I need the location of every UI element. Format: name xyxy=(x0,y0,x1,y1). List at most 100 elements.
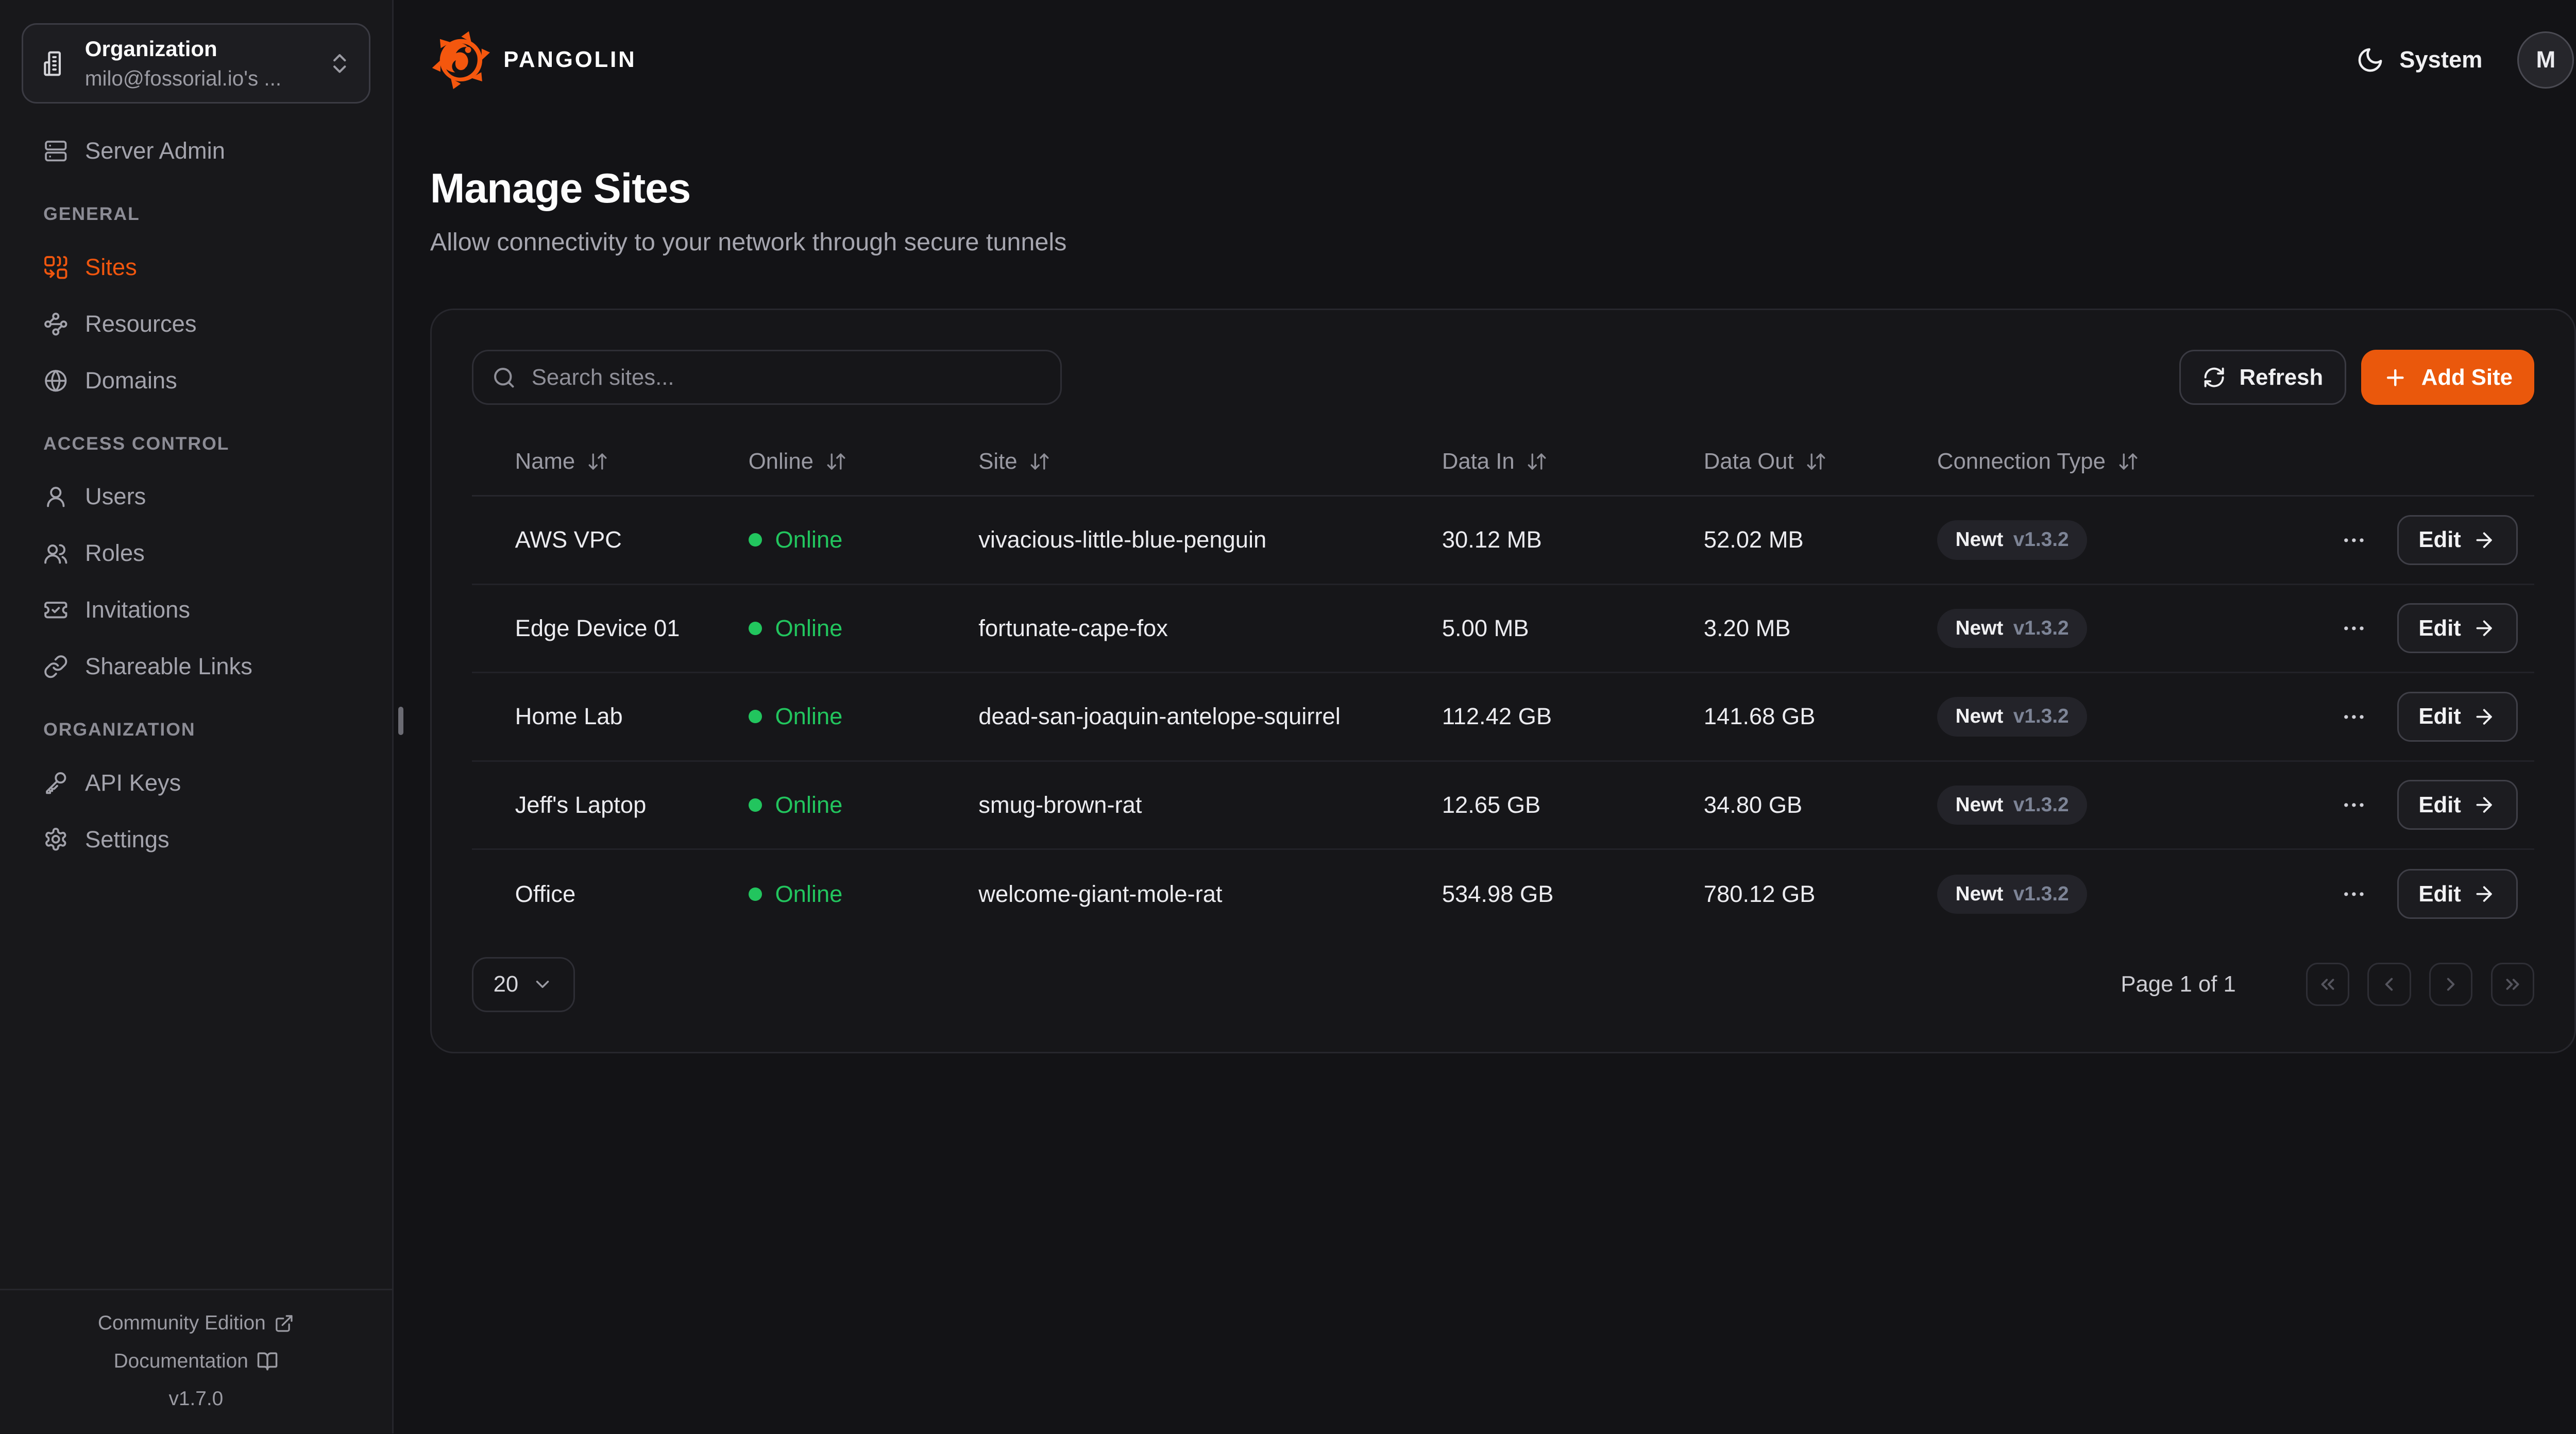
data-out-cell: 34.80 GB xyxy=(1703,791,1803,818)
sidebar-item-label: Settings xyxy=(85,826,170,852)
topbar: PANGOLIN System M xyxy=(394,0,2576,120)
last-page-button[interactable] xyxy=(2490,963,2534,1006)
table-row: Edge Device 01 Online fortunate-cape-fox… xyxy=(471,585,2534,674)
row-menu-button[interactable] xyxy=(2341,792,2367,818)
moon-icon xyxy=(2358,48,2382,72)
status-badge: Online xyxy=(748,526,979,553)
page-size-select[interactable]: 20 xyxy=(471,957,575,1012)
site-id-cell: dead-san-joaquin-antelope-squirrel xyxy=(978,703,1341,730)
section-label-access-control: ACCESS CONTROL xyxy=(43,433,230,454)
link-icon xyxy=(44,655,67,678)
row-menu-button[interactable] xyxy=(2341,704,2367,730)
sort-icon xyxy=(1807,453,1825,470)
sidebar-item-label: Invitations xyxy=(85,596,190,623)
site-name-cell: Edge Device 01 xyxy=(515,614,680,641)
ellipsis-icon xyxy=(2344,714,2364,719)
row-menu-button[interactable] xyxy=(2341,615,2367,642)
sites-table: Name Online Site Data In Data Out Connec… xyxy=(471,429,2534,938)
sidebar-item-api-keys[interactable]: API Keys xyxy=(20,762,372,804)
sidebar-item-server-admin[interactable]: Server Admin xyxy=(20,130,372,172)
page-subtitle: Allow connectivity to your network throu… xyxy=(430,228,1067,257)
edit-button[interactable]: Edit xyxy=(2397,515,2518,565)
sidebar-item-label: Resources xyxy=(85,310,197,337)
sidebar-footer: Community Edition Documentation v1.7.0 xyxy=(0,1289,392,1433)
status-badge: Online xyxy=(748,792,979,818)
sidebar-item-sites[interactable]: Sites xyxy=(20,246,372,288)
edit-button[interactable]: Edit xyxy=(2397,869,2518,919)
chevrons-left-icon xyxy=(2321,979,2334,990)
card-toolbar: Refresh Add Site xyxy=(471,350,2534,405)
edit-button[interactable]: Edit xyxy=(2397,603,2518,654)
table-row: Jeff's Laptop Online smug-brown-rat 12.6… xyxy=(471,762,2534,850)
data-in-cell: 12.65 GB xyxy=(1442,791,1541,818)
row-menu-button[interactable] xyxy=(2341,881,2367,908)
site-id-cell: vivacious-little-blue-penguin xyxy=(978,526,1267,553)
sites-card: Refresh Add Site Name Online Site Data I… xyxy=(430,308,2576,1054)
brand-logo[interactable]: PANGOLIN xyxy=(430,29,637,91)
brand-name: PANGOLIN xyxy=(503,47,637,73)
site-id-cell: smug-brown-rat xyxy=(978,791,1142,818)
column-header-site[interactable]: Site xyxy=(978,449,1442,474)
add-site-button[interactable]: Add Site xyxy=(2361,350,2534,405)
avatar[interactable]: M xyxy=(2517,31,2574,89)
sidebar-item-invitations[interactable]: Invitations xyxy=(20,589,372,631)
sidebar: Organization milo@fossorial.io's ... Ser… xyxy=(0,0,394,1433)
theme-toggle[interactable]: System xyxy=(2356,46,2482,74)
site-id-cell: fortunate-cape-fox xyxy=(978,614,1168,641)
ellipsis-icon xyxy=(2344,626,2364,630)
table-row: Office Online welcome-giant-mole-rat 534… xyxy=(472,850,2534,938)
sidebar-scrollbar-thumb[interactable] xyxy=(398,707,404,736)
page-indicator: Page 1 of 1 xyxy=(2121,971,2236,997)
globe-icon xyxy=(45,369,67,391)
data-out-cell: 3.20 MB xyxy=(1703,614,1791,641)
prev-page-button[interactable] xyxy=(2367,963,2411,1006)
connection-type-badge: Newt v1.3.2 xyxy=(1937,608,2088,648)
column-header-name[interactable]: Name xyxy=(515,449,749,474)
edit-button[interactable]: Edit xyxy=(2397,780,2518,830)
sidebar-item-domains[interactable]: Domains xyxy=(20,360,372,401)
main-area: PANGOLIN System M Manage Sites Allow con… xyxy=(394,0,2576,1433)
column-header-online[interactable]: Online xyxy=(749,449,979,474)
connection-type-badge: Newt v1.3.2 xyxy=(1937,874,2088,914)
edit-button[interactable]: Edit xyxy=(2397,691,2518,742)
external-link-icon xyxy=(276,1315,293,1332)
site-name-cell: Home Lab xyxy=(515,703,623,730)
org-switcher[interactable]: Organization milo@fossorial.io's ... xyxy=(22,23,370,104)
chevrons-up-down-icon xyxy=(333,54,346,73)
data-in-cell: 5.00 MB xyxy=(1442,614,1529,641)
sidebar-item-settings[interactable]: Settings xyxy=(20,818,372,860)
column-header-data-in[interactable]: Data In xyxy=(1442,449,1704,474)
search-input[interactable] xyxy=(531,364,1042,390)
status-badge: Online xyxy=(748,881,979,908)
sidebar-item-label: Sites xyxy=(85,253,137,280)
data-in-cell: 30.12 MB xyxy=(1442,526,1542,553)
server-icon xyxy=(45,141,67,162)
org-subtitle: milo@fossorial.io's ... xyxy=(84,66,282,90)
refresh-icon xyxy=(2205,367,2224,387)
documentation-link[interactable]: Documentation xyxy=(114,1350,278,1373)
first-page-button[interactable] xyxy=(2306,963,2349,1006)
sidebar-item-shareable-links[interactable]: Shareable Links xyxy=(20,646,372,688)
chevrons-right-icon xyxy=(2506,979,2519,990)
arrow-right-icon xyxy=(2477,532,2493,548)
status-badge: Online xyxy=(748,615,979,642)
chevron-down-icon xyxy=(536,981,549,988)
next-page-button[interactable] xyxy=(2429,963,2473,1006)
sidebar-item-label: Server Admin xyxy=(85,138,225,164)
sort-icon xyxy=(1030,453,1049,470)
community-edition-link[interactable]: Community Edition xyxy=(98,1312,294,1335)
sidebar-item-users[interactable]: Users xyxy=(20,476,372,518)
plus-icon xyxy=(2387,369,2404,386)
app-version: v1.7.0 xyxy=(168,1387,224,1410)
chevron-right-icon xyxy=(2447,978,2455,991)
refresh-button[interactable]: Refresh xyxy=(2179,350,2347,405)
column-header-connection-type[interactable]: Connection Type xyxy=(1937,449,2307,474)
gear-icon xyxy=(45,828,66,851)
row-menu-button[interactable] xyxy=(2341,527,2367,554)
online-dot-icon xyxy=(748,621,762,635)
sidebar-item-resources[interactable]: Resources xyxy=(20,303,372,345)
column-header-data-out[interactable]: Data Out xyxy=(1704,449,1937,474)
table-row: AWS VPC Online vivacious-little-blue-pen… xyxy=(471,497,2534,585)
sidebar-item-roles[interactable]: Roles xyxy=(20,533,372,574)
